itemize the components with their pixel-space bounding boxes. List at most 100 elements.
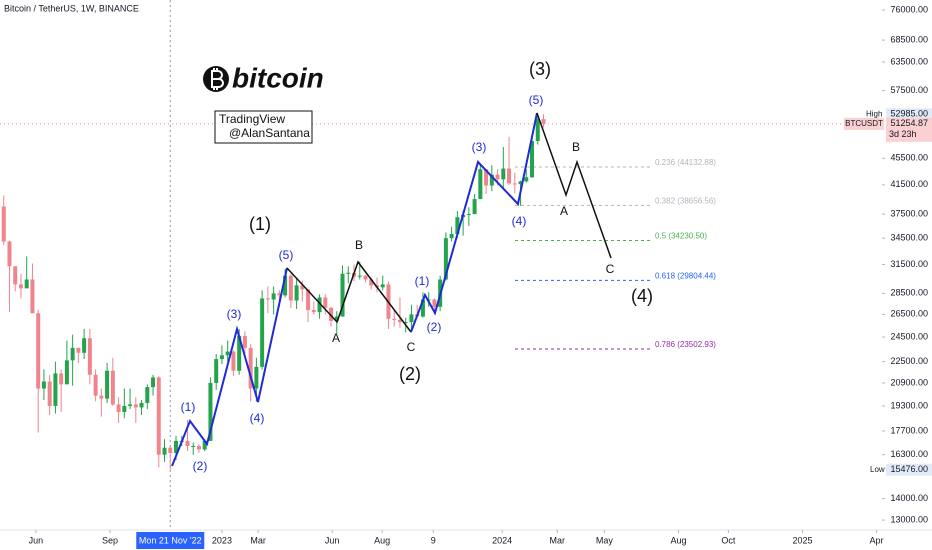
- candle-body: [277, 293, 282, 296]
- candle-body: [156, 377, 161, 455]
- fib-label: 0.382 (38656.56): [655, 196, 716, 205]
- candle-body: [489, 174, 494, 186]
- y-tick-label: 34500.00: [890, 233, 928, 243]
- candle-body: [472, 199, 477, 215]
- y-tick-label: 76000.00: [890, 4, 928, 14]
- candle-body: [369, 279, 374, 286]
- candle-body: [248, 347, 253, 389]
- candle-body: [242, 335, 247, 348]
- candle-body: [185, 440, 190, 446]
- candle-body: [168, 447, 173, 453]
- x-tick-label: Mar: [250, 535, 266, 545]
- candle-body: [432, 299, 437, 307]
- candle-body: [53, 373, 58, 406]
- candle-body: [1, 206, 6, 242]
- candle-body: [76, 347, 81, 353]
- candle-body: [237, 335, 242, 371]
- y-tick-label: 37500.00: [890, 208, 928, 218]
- candle-body: [47, 381, 52, 406]
- candle-body: [128, 404, 133, 406]
- last-label: 51254.87: [890, 118, 928, 128]
- candle-body: [18, 284, 23, 289]
- y-tick-label: 17700.00: [890, 425, 928, 435]
- x-tick-label: Aug: [670, 535, 686, 545]
- wave-label: A: [332, 331, 340, 345]
- wave-line: [171, 267, 288, 467]
- candle-body: [41, 381, 46, 389]
- high-text: High: [866, 109, 882, 118]
- candle-body: [265, 298, 270, 300]
- candle-body: [311, 310, 316, 313]
- candle-body: [300, 285, 305, 290]
- x-tick-label: Mar: [550, 535, 566, 545]
- candle-body: [420, 299, 425, 317]
- high-label: 52985.00: [890, 109, 928, 119]
- candle-body: [455, 217, 460, 235]
- candle-body: [466, 214, 471, 216]
- candle-body: [99, 395, 104, 399]
- candle-body: [501, 168, 506, 180]
- watermark-box: [214, 110, 313, 144]
- candle-body: [225, 351, 230, 356]
- candle-body: [288, 275, 293, 301]
- candle-body: [541, 119, 546, 124]
- high-box: [886, 108, 932, 121]
- candle-body: [254, 366, 259, 389]
- wave-label: (1): [249, 214, 271, 234]
- candle-body: [191, 445, 196, 447]
- candle-body: [116, 404, 121, 412]
- y-tick-label: 20900.00: [890, 377, 928, 387]
- candle-body: [403, 322, 408, 324]
- fib-label: 0.5 (34230.50): [655, 232, 707, 241]
- candle-body: [219, 355, 224, 360]
- low-box: [886, 463, 932, 476]
- y-tick-label: 28500.00: [890, 288, 928, 298]
- candle-body: [329, 307, 334, 321]
- candle-body: [334, 316, 339, 321]
- crosshair-box: [136, 532, 205, 549]
- wave-label: (4): [250, 411, 265, 425]
- candle-body: [105, 370, 110, 399]
- candle-body: [93, 374, 98, 396]
- symbol-label: BTCUSDT: [845, 119, 883, 128]
- x-tick-label: Jun: [325, 535, 340, 545]
- candle-body: [294, 285, 299, 301]
- candle-body: [306, 289, 311, 311]
- y-tick-label: 22500.00: [890, 356, 928, 366]
- candle-body: [13, 266, 18, 285]
- candle-body: [162, 447, 167, 455]
- candle-body: [449, 234, 454, 239]
- x-tick-label: Jun: [29, 535, 44, 545]
- x-tick-label: Sep: [102, 535, 118, 545]
- candle-body: [271, 293, 276, 300]
- x-tick-label: Apr: [870, 535, 884, 545]
- candle-body: [323, 297, 328, 308]
- y-tick-label: 26500.00: [890, 309, 928, 319]
- candle-body: [110, 370, 115, 405]
- watermark-text: TradingView: [219, 112, 285, 126]
- candle-body: [36, 313, 41, 389]
- projection-line: [536, 112, 612, 259]
- chart-title: Bitcoin / TetherUS, 1W, BINANCE: [4, 3, 139, 13]
- y-tick-label: 57500.00: [890, 85, 928, 95]
- wave-label: (4): [512, 214, 527, 228]
- correction-line: [286, 260, 412, 333]
- candle-body: [70, 347, 75, 361]
- low-text: Low: [870, 465, 885, 474]
- candle-body: [478, 169, 483, 200]
- candle-body: [260, 298, 265, 367]
- watermark-text: @AlanSantana: [229, 126, 310, 140]
- wave-label: (5): [279, 248, 294, 262]
- wave-label: A: [560, 204, 568, 218]
- y-tick-label: 16300.00: [890, 449, 928, 459]
- y-tick-label: 45500.00: [890, 153, 928, 163]
- wave-label: (3): [472, 140, 487, 154]
- x-tick-label: 2025: [792, 535, 812, 545]
- fib-label: 0.786 (23502.93): [655, 340, 716, 349]
- countdown-label: 3d 23h: [889, 129, 917, 139]
- x-tick-label: Oct: [721, 535, 736, 545]
- y-tick-label: 14000.00: [890, 493, 928, 503]
- candle-body: [443, 238, 448, 280]
